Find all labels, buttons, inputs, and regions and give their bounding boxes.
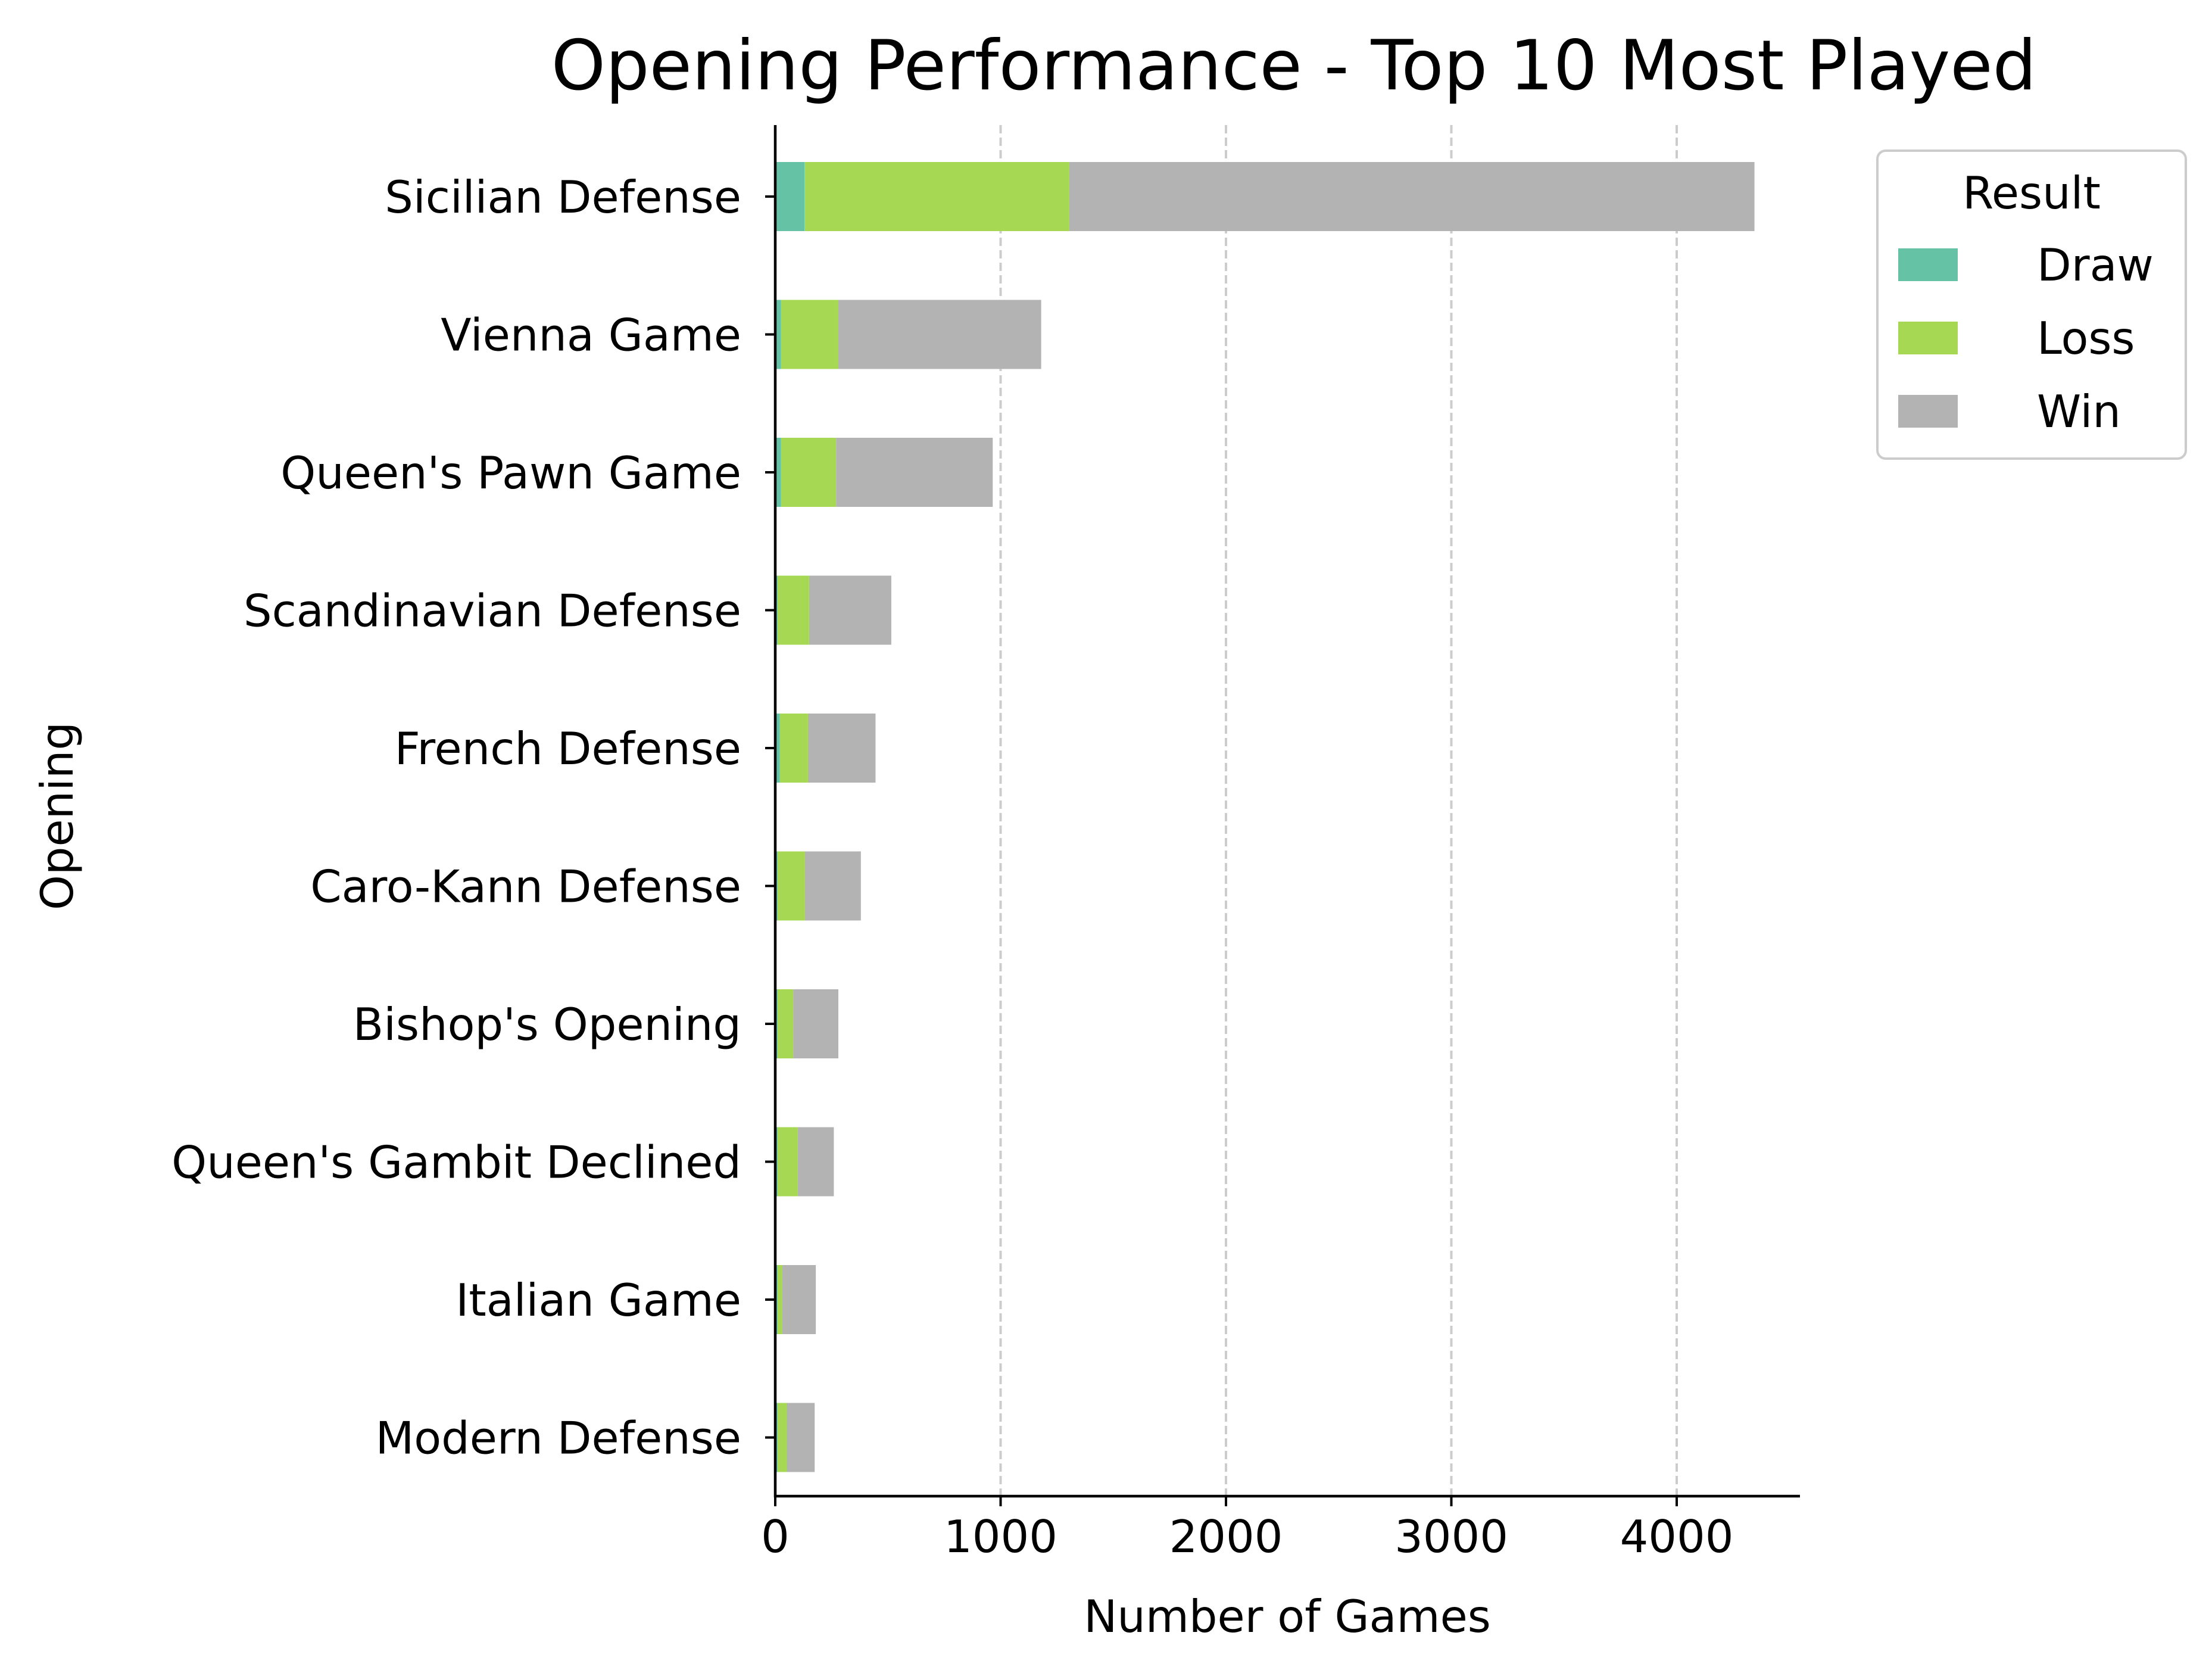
legend-frame xyxy=(1876,149,2187,460)
bar-win xyxy=(782,1265,816,1334)
y-tick-label: Italian Game xyxy=(455,1274,741,1326)
y-tick-label: Bishop's Opening xyxy=(353,998,741,1051)
y-tick-label: Modern Defense xyxy=(376,1412,741,1465)
legend-swatch-loss xyxy=(1898,322,1958,354)
x-axis-label: Number of Games xyxy=(1084,1590,1491,1643)
x-tick-label: 4000 xyxy=(1620,1510,1734,1563)
bar-loss xyxy=(777,575,809,645)
x-tick-label: 3000 xyxy=(1394,1510,1508,1563)
y-axis-label: Opening xyxy=(31,722,83,910)
chart-title: Opening Performance - Top 10 Most Played xyxy=(551,26,2037,106)
bar-loss xyxy=(777,989,794,1058)
legend-label-win: Win xyxy=(2037,385,2121,438)
bar-win xyxy=(838,300,1041,369)
bars xyxy=(775,162,1755,1472)
bar-loss xyxy=(777,1265,782,1334)
bar-loss xyxy=(804,162,1069,231)
grid-lines xyxy=(999,125,1678,1496)
legend-swatch-win xyxy=(1898,395,1958,428)
bar-win xyxy=(804,851,861,921)
bar-draw xyxy=(775,714,780,783)
bar-loss xyxy=(777,1403,787,1472)
bar-loss xyxy=(781,300,838,369)
legend-swatch-draw xyxy=(1898,248,1958,281)
legend-label-draw: Draw xyxy=(2037,239,2154,291)
bar-loss xyxy=(777,1127,798,1197)
y-tick-label: Queen's Pawn Game xyxy=(280,447,741,499)
x-ticks: 0 1000 2000 3000 4000 xyxy=(761,1496,1733,1563)
x-tick-label: 2000 xyxy=(1169,1510,1283,1563)
x-tick-label: 1000 xyxy=(944,1510,1057,1563)
bar-win xyxy=(836,438,993,507)
bar-draw xyxy=(775,162,805,231)
bar-win xyxy=(793,989,838,1058)
legend-title: Result xyxy=(1963,167,2101,219)
bar-win xyxy=(809,575,891,645)
bar-win xyxy=(1069,162,1755,231)
y-ticks: Sicilian Defense Vienna Game Queen's Pawn … xyxy=(171,171,775,1465)
bar-loss xyxy=(781,438,837,507)
y-tick-label: Queen's Gambit Declined xyxy=(171,1136,741,1189)
bar-win xyxy=(807,714,876,783)
y-tick-label: Caro-Kann Defense xyxy=(310,861,741,913)
bar-draw xyxy=(775,300,781,369)
y-tick-label: Vienna Game xyxy=(441,309,741,362)
y-tick-label: Sicilian Defense xyxy=(385,171,741,223)
y-tick-label: French Defense xyxy=(395,722,741,775)
legend: Result Draw Loss Win xyxy=(1876,149,2187,460)
bar-win xyxy=(786,1403,815,1472)
bar-win xyxy=(797,1127,834,1197)
x-tick-label: 0 xyxy=(761,1510,790,1563)
bar-loss xyxy=(777,851,805,921)
legend-label-loss: Loss xyxy=(2037,312,2135,365)
axes xyxy=(773,125,1800,1498)
bar-loss xyxy=(779,714,808,783)
bar-draw xyxy=(775,438,781,507)
y-tick-label: Scandinavian Defense xyxy=(244,585,741,637)
